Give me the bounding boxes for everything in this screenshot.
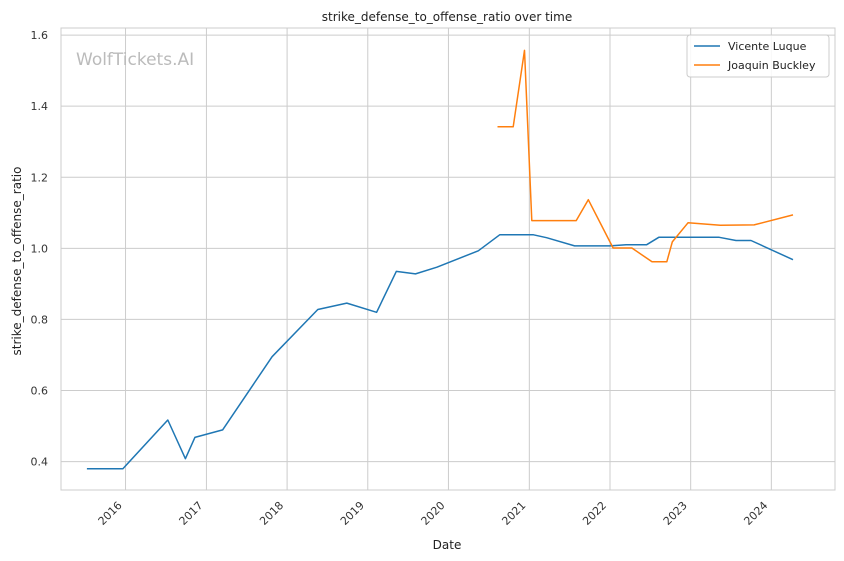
y-tick-label: 0.8 <box>31 313 49 326</box>
grid-lines <box>61 28 835 490</box>
legend-box <box>686 34 830 78</box>
x-tick-label: 2018 <box>257 499 286 528</box>
x-axis-label: Date <box>433 538 462 552</box>
y-tick-label: 0.6 <box>31 384 49 397</box>
series-line-1 <box>497 49 794 263</box>
legend-label: Vicente Luque <box>728 40 807 53</box>
x-tick-label: 2023 <box>661 499 690 528</box>
x-tick-label: 2024 <box>741 499 770 528</box>
x-tick-label: 2021 <box>499 499 528 528</box>
x-tick-label: 2017 <box>177 499 206 528</box>
y-tick-labels: 0.4 0.6 0.8 1.0 1.2 1.4 1.6 <box>31 29 49 468</box>
y-axis-label: strike_defense_to_offense_ratio <box>10 167 24 356</box>
series-layer <box>86 49 794 470</box>
x-tick-label: 2019 <box>338 499 367 528</box>
watermark: WolfTickets.AI <box>76 50 194 70</box>
x-tick-label: 2022 <box>580 499 609 528</box>
y-tick-label: 1.0 <box>31 242 49 255</box>
x-tick-labels: 2016 2017 2018 2019 2020 2021 2022 2023 2024 <box>96 499 771 528</box>
y-tick-label: 1.2 <box>31 171 49 184</box>
y-tick-label: 0.4 <box>31 456 49 469</box>
chart-title: strike_defense_to_offense_ratio over tim… <box>322 10 572 24</box>
y-tick-label: 1.4 <box>31 100 49 113</box>
plot-area <box>60 27 836 491</box>
y-tick-label: 1.6 <box>31 29 49 42</box>
legend-label: Joaquin Buckley <box>727 59 816 72</box>
x-tick-label: 2020 <box>419 499 448 528</box>
x-tick-label: 2016 <box>96 499 125 528</box>
legend: Vicente Luque Joaquin Buckley <box>686 34 830 78</box>
series-line-0 <box>86 234 794 470</box>
